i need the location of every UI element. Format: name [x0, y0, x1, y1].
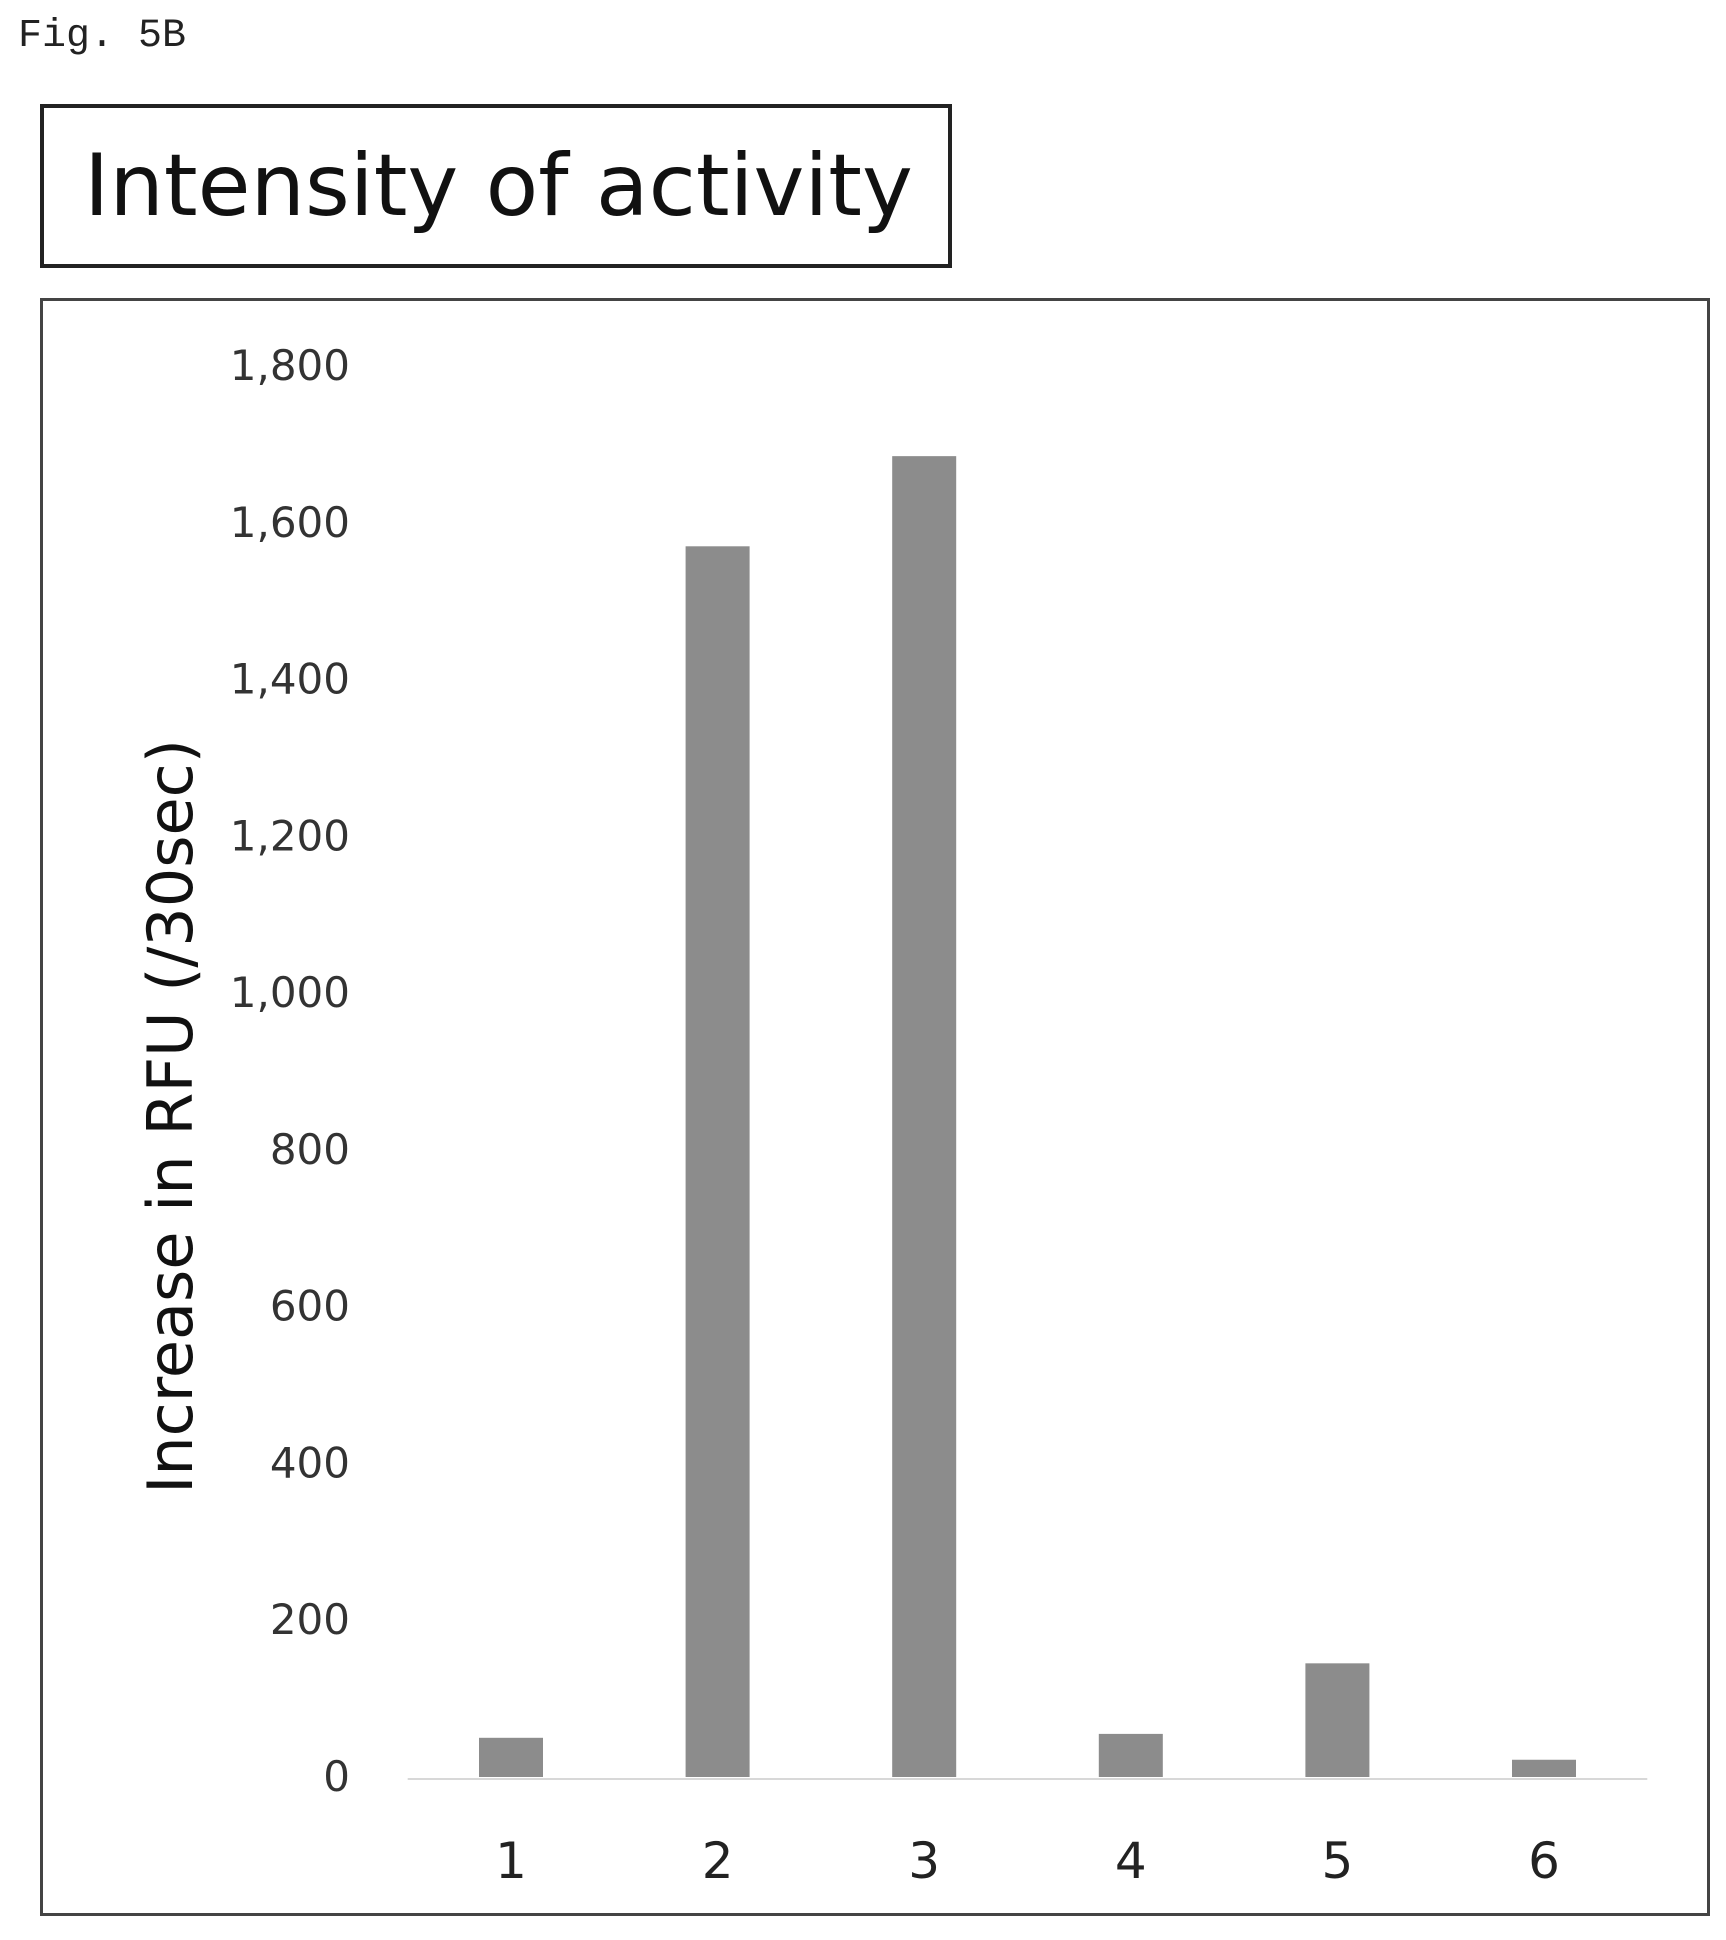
bars — [479, 456, 1576, 1777]
x-tick-label: 2 — [702, 1832, 734, 1890]
y-tick-label: 1,200 — [230, 811, 350, 860]
chart-title: Intensity of activity — [84, 136, 913, 236]
bar-5 — [1305, 1663, 1370, 1777]
y-tick-label: 1,400 — [230, 655, 350, 704]
bar-1 — [479, 1737, 543, 1777]
chart-frame — [40, 298, 1710, 1916]
x-tick-label: 1 — [495, 1832, 527, 1890]
y-tick-label: 1,000 — [230, 968, 350, 1017]
figure-label: Fig. 5B — [18, 14, 187, 59]
x-tick-label: 5 — [1321, 1832, 1353, 1890]
y-tick-label: 1,800 — [230, 341, 350, 390]
x-tick-label: 4 — [1115, 1832, 1147, 1890]
y-axis-ticks: 0 200 400 600 800 1,000 1,200 1,400 1,600 1,800 — [230, 341, 350, 1801]
y-axis-title: Increase in RFU (/30sec) — [134, 739, 207, 1494]
y-tick-label: 400 — [270, 1438, 350, 1487]
bar-4 — [1098, 1733, 1163, 1777]
y-tick-label: 800 — [270, 1125, 350, 1174]
y-tick-label: 600 — [270, 1282, 350, 1331]
y-tick-label: 0 — [323, 1752, 350, 1801]
x-tick-label: 3 — [908, 1832, 940, 1890]
y-axis-title-group: Increase in RFU (/30sec) — [134, 739, 207, 1494]
bar-3 — [892, 456, 957, 1777]
bar-6 — [1512, 1759, 1576, 1777]
y-tick-label: 200 — [270, 1595, 350, 1644]
y-tick-label: 1,600 — [230, 498, 350, 547]
x-axis-ticks: 1 2 3 4 5 6 — [495, 1832, 1560, 1890]
chart-title-box: Intensity of activity — [40, 104, 952, 268]
x-tick-label: 6 — [1528, 1832, 1560, 1890]
bar-2 — [685, 546, 750, 1777]
